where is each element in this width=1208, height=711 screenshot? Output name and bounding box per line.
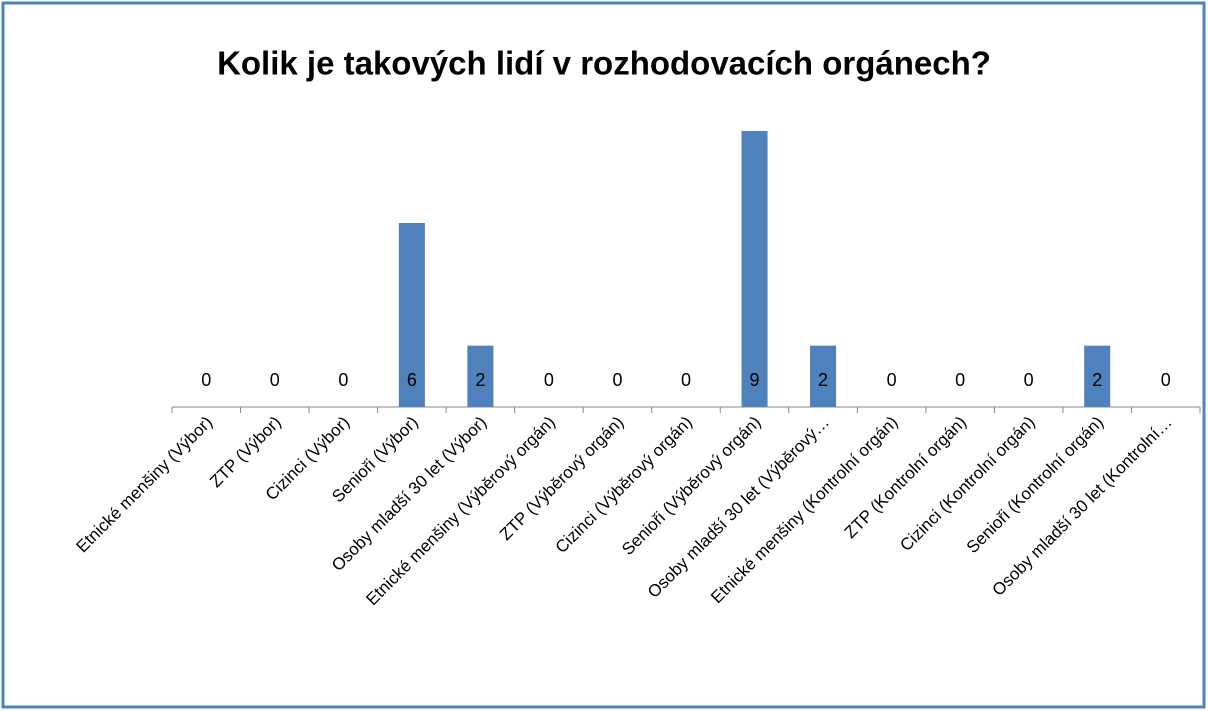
data-label: 9	[750, 370, 760, 390]
data-label: 0	[338, 370, 348, 390]
x-tick-label: Cizinci (Kontrolní orgán)	[896, 413, 1038, 555]
data-label: 0	[612, 370, 622, 390]
x-tick-label: Senioři (Kontrolní orgán)	[963, 413, 1107, 557]
data-label: 0	[270, 370, 280, 390]
chart-title: Kolik je takových lidí v rozhodovacích o…	[217, 45, 991, 82]
bar	[398, 223, 425, 407]
bar	[810, 345, 837, 407]
bar	[467, 345, 494, 407]
data-label: 6	[407, 370, 417, 390]
x-tick-label: Etnické menšiny (Výbor)	[73, 413, 217, 557]
data-label: 2	[818, 370, 828, 390]
x-tick-label: ZTP (Kontrolní orgán)	[841, 413, 970, 542]
x-tick-label: Cizinci (Výběrový orgán)	[552, 413, 696, 557]
x-tick-label: Senioři (Výběrový orgán)	[618, 413, 764, 559]
data-label: 2	[1092, 370, 1102, 390]
data-label: 0	[1161, 370, 1171, 390]
data-label: 0	[681, 370, 691, 390]
data-label: 0	[544, 370, 554, 390]
data-label: 0	[1024, 370, 1034, 390]
data-label: 2	[475, 370, 485, 390]
x-tick-label: ZTP (Výběrový orgán)	[496, 413, 627, 544]
data-label: 0	[955, 370, 965, 390]
data-label: 0	[887, 370, 897, 390]
data-label: 0	[201, 370, 211, 390]
bar	[741, 131, 768, 407]
bar	[1084, 345, 1111, 407]
